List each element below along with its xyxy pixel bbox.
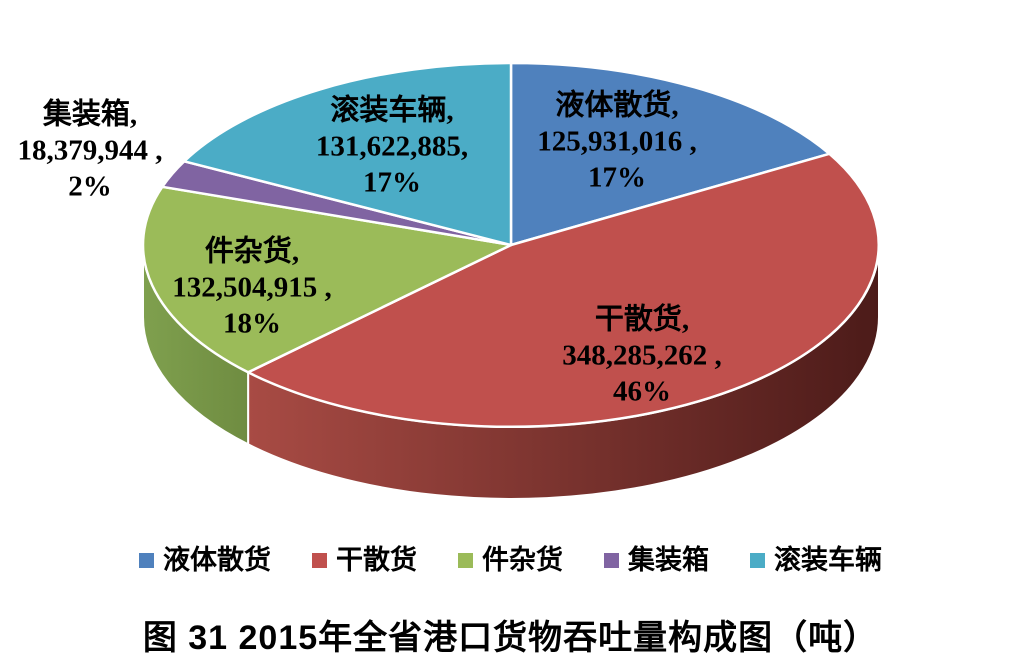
legend-swatch-icon: [750, 552, 765, 568]
legend-label: 干散货: [336, 544, 417, 575]
chart-legend: 液体散货 干散货 件杂货 集装箱 滚装车辆: [0, 542, 1021, 578]
pie-label-liquid-bulk-cargo: 液体散货, 125,931,016 , 17%: [537, 88, 697, 194]
pie-chart: 液体散货, 125,931,016 , 17% 干散货, 348,285,262 , 46…: [18, 61, 880, 500]
chart-title: 图 31 2015年全省港口货物吞吐量构成图（吨）: [142, 619, 879, 657]
pie-slice-dry-bulk-cargo: [246, 152, 880, 429]
pie-label-roro-vehicles: 滚装车辆, 131,622,885, 17%: [316, 93, 468, 199]
legend-item-liquid-bulk-cargo: 液体散货: [139, 544, 271, 575]
legend-swatch-icon: [312, 552, 327, 568]
legend-label: 件杂货: [482, 544, 563, 575]
legend-label: 滚装车辆: [774, 544, 882, 575]
legend-label: 集装箱: [628, 544, 709, 575]
pie-label-dry-bulk-cargo: 干散货, 348,285,262 , 46%: [562, 302, 722, 408]
legend-swatch-icon: [458, 552, 473, 568]
legend-label: 液体散货: [163, 544, 271, 575]
legend-item-dry-bulk-cargo: 干散货: [312, 544, 417, 575]
legend-item-general-cargo: 件杂货: [458, 544, 563, 575]
pie-slice-general-cargo: [141, 185, 513, 374]
legend-swatch-icon: [604, 552, 619, 568]
pie-label-general-cargo: 件杂货, 132,504,915 , 18%: [172, 234, 332, 340]
legend-item-roro-vehicles: 滚装车辆: [750, 544, 882, 575]
pie-slice-roro-vehicles: [182, 61, 513, 247]
legend-swatch-icon: [139, 552, 154, 568]
pie-slice-liquid-bulk-cargo: [509, 61, 831, 247]
legend-item-containers: 集装箱: [604, 544, 709, 575]
pie-label-containers: 集装箱, 18,379,944 , 2%: [18, 98, 163, 203]
